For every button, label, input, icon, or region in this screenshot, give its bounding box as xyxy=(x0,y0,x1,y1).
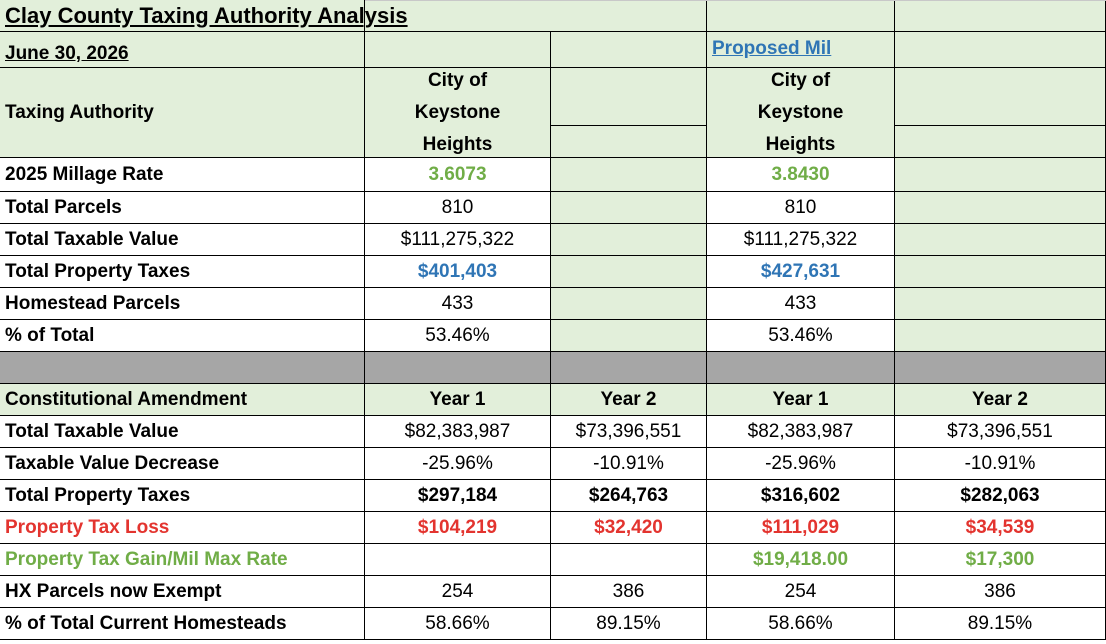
row-label[interactable]: Total Taxable Value xyxy=(0,224,365,256)
column-header[interactable]: City of Keystone Heights xyxy=(707,68,895,158)
value-cell[interactable] xyxy=(551,544,707,576)
proposed-mil-cell[interactable]: Proposed Mil xyxy=(707,32,895,68)
cell-empty[interactable] xyxy=(895,126,1106,158)
value-cell[interactable]: 89.15% xyxy=(551,608,707,640)
value-cell[interactable]: $401,403 xyxy=(365,256,551,288)
value-cell[interactable]: 433 xyxy=(365,288,551,320)
row-label[interactable]: Property Tax Gain/Mil Max Rate xyxy=(0,544,365,576)
cell-empty[interactable] xyxy=(707,0,895,32)
row-label[interactable]: 2025 Millage Rate xyxy=(0,158,365,192)
year-header[interactable]: Year 1 xyxy=(365,384,551,416)
spacer-cell[interactable] xyxy=(365,352,551,384)
year-header[interactable]: Year 2 xyxy=(895,384,1106,416)
value-cell[interactable]: -10.91% xyxy=(895,448,1106,480)
value-cell[interactable]: $82,383,987 xyxy=(707,416,895,448)
value-cell[interactable] xyxy=(365,544,551,576)
value-cell[interactable]: 386 xyxy=(895,576,1106,608)
value-cell[interactable]: 386 xyxy=(551,576,707,608)
value-cell[interactable] xyxy=(551,224,707,256)
year-header[interactable]: Year 2 xyxy=(551,384,707,416)
value-cell[interactable]: $111,029 xyxy=(707,512,895,544)
value-cell[interactable]: 58.66% xyxy=(707,608,895,640)
cell-empty[interactable] xyxy=(551,32,707,68)
value-cell[interactable]: $19,418.00 xyxy=(707,544,895,576)
column-header[interactable]: City of Keystone Heights xyxy=(365,68,551,158)
value-cell[interactable] xyxy=(895,158,1106,192)
spacer-cell[interactable] xyxy=(0,352,365,384)
cell-empty[interactable] xyxy=(365,0,551,32)
grid-top-border xyxy=(0,0,1106,1)
value-cell[interactable]: -25.96% xyxy=(365,448,551,480)
header-label[interactable]: Taxing Authority xyxy=(0,68,365,158)
value-cell[interactable]: 810 xyxy=(365,192,551,224)
value-cell[interactable]: $73,396,551 xyxy=(551,416,707,448)
row-label[interactable]: Taxable Value Decrease xyxy=(0,448,365,480)
spacer-cell[interactable] xyxy=(707,352,895,384)
value-cell[interactable]: 53.46% xyxy=(365,320,551,352)
value-cell[interactable]: $111,275,322 xyxy=(707,224,895,256)
row-label[interactable]: % of Total xyxy=(0,320,365,352)
report-date[interactable]: June 30, 2026 xyxy=(0,32,365,68)
spacer-cell[interactable] xyxy=(895,352,1106,384)
cell-empty[interactable] xyxy=(895,68,1106,126)
value-cell[interactable]: $73,396,551 xyxy=(895,416,1106,448)
value-cell[interactable] xyxy=(895,320,1106,352)
value-cell[interactable]: $282,063 xyxy=(895,480,1106,512)
value-cell[interactable]: $82,383,987 xyxy=(365,416,551,448)
value-cell[interactable]: $104,219 xyxy=(365,512,551,544)
row-label[interactable]: Total Property Taxes xyxy=(0,256,365,288)
value-cell[interactable]: $111,275,322 xyxy=(365,224,551,256)
cell-empty[interactable] xyxy=(895,0,1106,32)
value-cell[interactable] xyxy=(551,288,707,320)
value-cell[interactable]: 810 xyxy=(707,192,895,224)
row-label[interactable]: Homestead Parcels xyxy=(0,288,365,320)
value-cell[interactable] xyxy=(895,256,1106,288)
cell-empty[interactable] xyxy=(365,32,551,68)
value-cell[interactable] xyxy=(551,256,707,288)
cell-empty[interactable] xyxy=(551,68,707,126)
value-cell[interactable]: 58.66% xyxy=(365,608,551,640)
value-cell[interactable]: 433 xyxy=(707,288,895,320)
value-cell[interactable]: $32,420 xyxy=(551,512,707,544)
value-cell[interactable] xyxy=(895,192,1106,224)
value-cell[interactable]: $427,631 xyxy=(707,256,895,288)
proposed-mil-link[interactable]: Proposed Mil xyxy=(712,38,832,59)
row-label[interactable]: Total Taxable Value xyxy=(0,416,365,448)
row-label[interactable]: % of Total Current Homesteads xyxy=(0,608,365,640)
value-cell[interactable]: 254 xyxy=(365,576,551,608)
sheet-title[interactable]: Clay County Taxing Authority Analysis xyxy=(0,0,408,32)
value-cell[interactable]: 53.46% xyxy=(707,320,895,352)
value-cell[interactable] xyxy=(895,288,1106,320)
sheet-title-text: Clay County Taxing Authority Analysis xyxy=(5,2,408,28)
report-date-text: June 30, 2026 xyxy=(5,43,129,64)
value-cell[interactable]: $34,539 xyxy=(895,512,1106,544)
value-cell[interactable]: -10.91% xyxy=(551,448,707,480)
row-label[interactable]: Total Parcels xyxy=(0,192,365,224)
spacer-cell[interactable] xyxy=(551,352,707,384)
row-label[interactable]: Property Tax Loss xyxy=(0,512,365,544)
value-cell[interactable]: $17,300 xyxy=(895,544,1106,576)
cell-empty[interactable] xyxy=(551,0,707,32)
cell-empty[interactable] xyxy=(895,32,1106,68)
value-cell[interactable]: $264,763 xyxy=(551,480,707,512)
value-cell[interactable]: $297,184 xyxy=(365,480,551,512)
value-cell[interactable]: 3.6073 xyxy=(365,158,551,192)
row-label[interactable]: HX Parcels now Exempt xyxy=(0,576,365,608)
value-cell[interactable] xyxy=(551,158,707,192)
section2-label[interactable]: Constitutional Amendment xyxy=(0,384,365,416)
value-cell[interactable]: 254 xyxy=(707,576,895,608)
value-cell[interactable]: 89.15% xyxy=(895,608,1106,640)
year-header[interactable]: Year 1 xyxy=(707,384,895,416)
value-cell[interactable]: -25.96% xyxy=(707,448,895,480)
row-label[interactable]: Total Property Taxes xyxy=(0,480,365,512)
value-cell[interactable]: 3.8430 xyxy=(707,158,895,192)
value-cell[interactable] xyxy=(551,192,707,224)
value-cell[interactable] xyxy=(551,320,707,352)
value-cell[interactable] xyxy=(895,224,1106,256)
value-cell[interactable]: $316,602 xyxy=(707,480,895,512)
cell-empty[interactable] xyxy=(551,126,707,158)
